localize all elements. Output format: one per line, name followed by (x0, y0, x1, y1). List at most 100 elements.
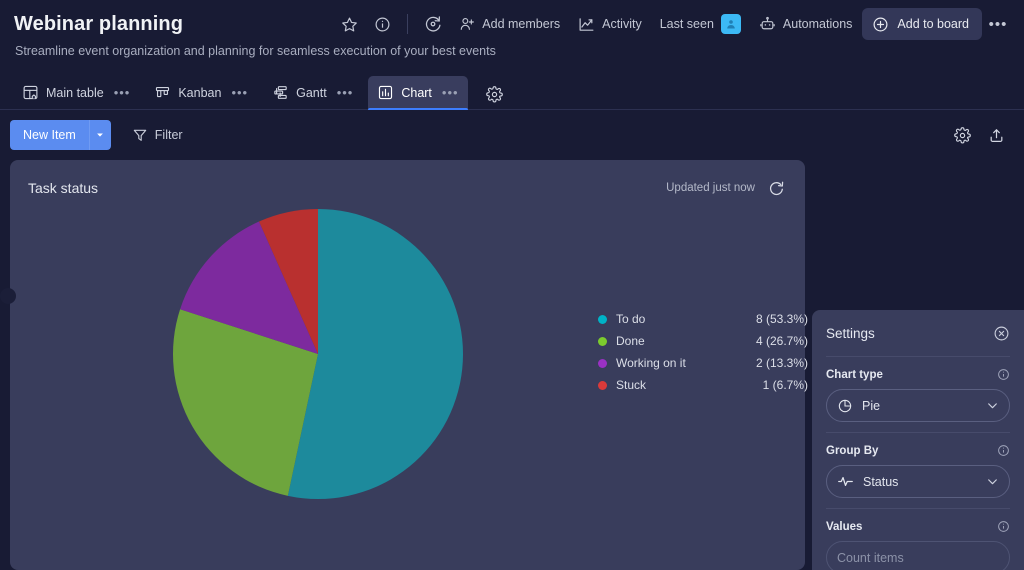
chart-card-actions: Updated just now (666, 177, 787, 199)
tab-menu-button[interactable]: ••• (231, 85, 249, 100)
header-more-button[interactable]: ••• (988, 15, 1008, 33)
values-label: Values (826, 520, 863, 533)
board-header: Webinar planning (0, 0, 1024, 62)
chart-card: Task status Updated just now To do (0, 160, 808, 570)
legend-color-dot (598, 336, 607, 346)
filter-label: Filter (154, 128, 183, 142)
legend-item[interactable]: To do 8 (53.3%) (598, 308, 808, 330)
settings-title: Settings (826, 325, 875, 341)
gear-icon (953, 126, 971, 144)
legend-item[interactable]: Done 4 (26.7%) (598, 330, 808, 352)
chevron-down-icon (95, 130, 105, 140)
new-item-button[interactable]: New Item (10, 120, 89, 150)
tab-label: Kanban (178, 85, 222, 100)
values-placeholder: Count items (837, 550, 904, 565)
last-seen-label: Last seen (659, 17, 714, 31)
tab-main-table[interactable]: Main table ••• (13, 76, 139, 109)
tab-kanban[interactable]: Kanban ••• (145, 76, 257, 109)
favorite-button[interactable] (334, 9, 365, 39)
chart-type-select[interactable]: Pie (826, 389, 1010, 422)
tab-menu-button[interactable]: ••• (336, 85, 354, 100)
legend-value: 1 (6.7%) (762, 378, 808, 392)
board-info-button[interactable] (367, 9, 398, 39)
chart-card-header: Task status Updated just now (28, 176, 787, 200)
add-members-label: Add members (482, 17, 561, 31)
legend-value: 2 (13.3%) (755, 356, 808, 370)
activity-label: Activity (602, 17, 642, 31)
star-icon (341, 16, 358, 33)
info-icon (374, 16, 391, 33)
activity-icon (578, 16, 595, 33)
legend-color-dot (598, 358, 607, 368)
chevron-down-icon (986, 475, 999, 488)
panel-collapse-handle[interactable] (0, 288, 16, 304)
new-item-group: New Item (10, 120, 111, 150)
chart-type-value: Pie (862, 398, 881, 413)
group-by-value: Status (863, 474, 899, 489)
refresh-icon (424, 15, 442, 33)
legend-label: Stuck (616, 378, 647, 392)
tab-gantt[interactable]: Gantt ••• (263, 76, 362, 109)
pie-chart[interactable] (168, 204, 468, 504)
add-members-button[interactable]: Add members (451, 9, 568, 39)
chart-settings-button[interactable] (948, 121, 976, 149)
views-settings-button[interactable] (480, 79, 510, 109)
tab-chart[interactable]: Chart ••• (368, 76, 468, 110)
board-body: Task status Updated just now To do (0, 160, 1024, 570)
info-icon[interactable] (997, 368, 1010, 381)
header-divider (407, 14, 409, 34)
chart-type-label: Chart type (826, 368, 883, 381)
settings-section-values: Values Count items (826, 508, 1010, 570)
gear-icon (486, 85, 503, 103)
add-member-icon (459, 16, 475, 32)
main-table-icon (22, 84, 39, 101)
chart-refresh-button[interactable] (765, 177, 787, 199)
activity-button[interactable]: Activity (570, 9, 650, 39)
automations-button[interactable]: Automations (751, 9, 860, 39)
board-toolbar: New Item Filter (0, 110, 1024, 160)
chevron-down-icon (986, 399, 999, 412)
toolbar-right-actions (948, 121, 1010, 149)
pie-chart-area: To do 8 (53.3%) Done 4 (26.7%) Working o… (28, 200, 808, 550)
pulse-status-icon (837, 473, 854, 490)
tab-label: Main table (46, 85, 104, 100)
values-input[interactable]: Count items (826, 541, 1010, 570)
plus-circle-icon (872, 16, 889, 33)
close-icon[interactable] (993, 325, 1010, 342)
automations-label: Automations (782, 17, 853, 31)
pie-slice[interactable] (180, 221, 318, 354)
upload-icon (988, 127, 1005, 144)
info-icon[interactable] (997, 520, 1010, 533)
settings-section-chart-type: Chart type Pie (826, 356, 1010, 432)
legend-color-dot (598, 380, 607, 390)
add-to-board-label: Add to board (897, 17, 969, 31)
filter-button[interactable]: Filter (123, 120, 192, 150)
robot-icon (759, 16, 776, 33)
group-by-label: Group By (826, 444, 879, 457)
legend-label: Working on it (616, 356, 686, 370)
legend-value: 4 (26.7%) (755, 334, 808, 348)
board-refresh-button[interactable] (417, 9, 449, 39)
legend-value: 8 (53.3%) (755, 312, 808, 326)
new-item-dropdown-button[interactable] (88, 120, 111, 150)
info-icon[interactable] (997, 444, 1010, 457)
pie-chart-icon (837, 398, 853, 414)
tab-label: Chart (401, 85, 432, 100)
tab-menu-button[interactable]: ••• (441, 85, 459, 100)
header-actions: Add members Activity Last seen (334, 8, 1012, 40)
pie-slice[interactable] (259, 209, 318, 354)
chart-settings-panel: Settings Chart type Pie (812, 310, 1024, 570)
tab-menu-button[interactable]: ••• (113, 85, 131, 100)
pie-slice[interactable] (287, 209, 464, 499)
last-seen-button[interactable]: Last seen (652, 9, 749, 39)
share-export-button[interactable] (982, 121, 1010, 149)
pie-slice[interactable] (173, 309, 318, 496)
legend-color-dot (598, 314, 607, 324)
legend-item[interactable]: Stuck 1 (6.7%) (598, 374, 808, 396)
legend-item[interactable]: Working on it 2 (13.3%) (598, 352, 808, 374)
avatar[interactable] (720, 14, 741, 34)
filter-icon (132, 127, 148, 143)
add-to-board-button[interactable]: Add to board (862, 8, 982, 40)
group-by-select[interactable]: Status (826, 465, 1010, 498)
